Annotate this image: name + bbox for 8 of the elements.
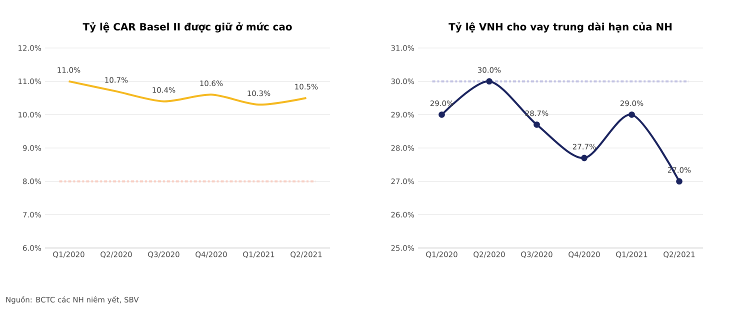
point <box>438 111 445 118</box>
point <box>581 154 588 162</box>
point <box>676 178 682 185</box>
point <box>486 78 492 85</box>
chart-title: Tỷ lệ CAR Basel II được giữ ở mức cao <box>82 22 292 33</box>
chart-title: Tỷ lệ VNH cho vay trung dài hạn của NH <box>448 22 672 33</box>
point <box>534 121 540 128</box>
point <box>628 111 635 118</box>
